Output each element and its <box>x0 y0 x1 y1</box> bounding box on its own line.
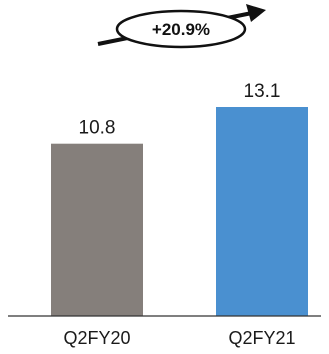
bar-q2fy21 <box>216 107 308 316</box>
category-label-q2fy21: Q2FY21 <box>228 328 295 348</box>
growth-label: +20.9% <box>152 20 210 39</box>
bar-q2fy20 <box>51 143 143 316</box>
value-label-q2fy20: 10.8 <box>79 118 116 139</box>
growth-arrow-head <box>246 4 266 22</box>
value-label-q2fy21: 13.1 <box>244 81 281 102</box>
growth-oval <box>115 9 247 49</box>
growth-callout: +20.9% <box>97 4 266 49</box>
category-label-q2fy20: Q2FY20 <box>63 328 130 348</box>
